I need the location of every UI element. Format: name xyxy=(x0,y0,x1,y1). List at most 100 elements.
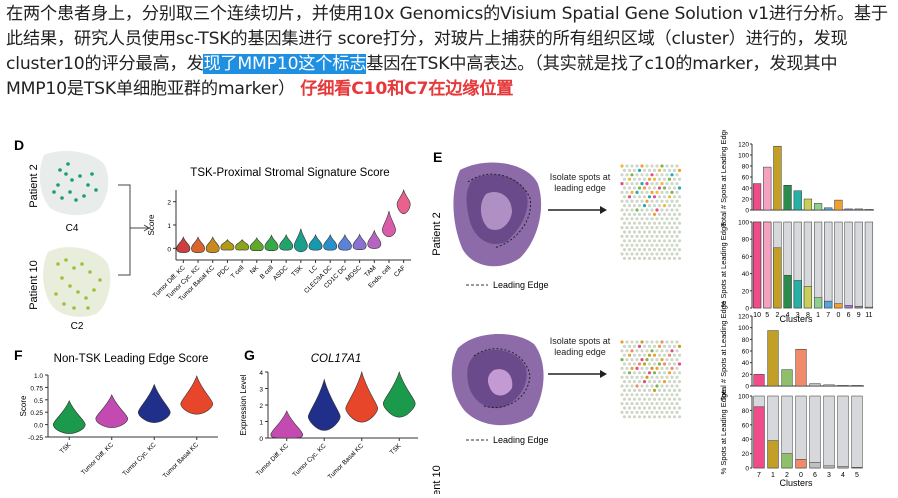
spot xyxy=(675,340,679,344)
spot xyxy=(635,340,639,344)
xlabel-clusters-top: Clusters xyxy=(779,314,813,324)
spot xyxy=(652,380,657,384)
spot xyxy=(622,371,627,375)
bar-pct-cluster-0 xyxy=(834,303,843,309)
spot xyxy=(620,208,624,212)
x-tick-label: CAF xyxy=(393,264,407,278)
spot xyxy=(672,204,677,208)
spot xyxy=(642,221,647,225)
spot xyxy=(662,230,667,234)
connector-arrows xyxy=(118,184,150,276)
spot xyxy=(622,256,627,260)
spot xyxy=(635,164,639,168)
x-tick-label: TSK xyxy=(389,442,403,456)
spot xyxy=(650,234,654,238)
spot xyxy=(630,349,634,353)
spot xyxy=(627,362,632,366)
spot xyxy=(652,195,657,199)
spot xyxy=(650,375,654,379)
spot xyxy=(667,371,672,375)
spot xyxy=(662,397,667,401)
spot xyxy=(635,208,639,212)
spot xyxy=(625,358,629,362)
violin-clec9a-dc xyxy=(323,233,338,251)
spot xyxy=(640,358,644,362)
x-tick-label: Tumor Diff. KC xyxy=(80,441,115,476)
spot xyxy=(675,375,679,379)
panel-f-letter: F xyxy=(14,347,23,363)
spot xyxy=(650,358,654,362)
x-tick-label: LC xyxy=(308,264,319,275)
spot xyxy=(655,234,659,238)
spot xyxy=(650,226,654,230)
spot xyxy=(672,186,677,190)
spot xyxy=(677,362,682,366)
spot xyxy=(650,410,654,414)
spot xyxy=(642,230,647,234)
bar-total-cluster-3 xyxy=(823,384,835,387)
bar-pct-cluster-4 xyxy=(837,466,849,469)
spot xyxy=(635,384,639,388)
spot xyxy=(620,410,624,414)
spot xyxy=(662,388,667,392)
spot xyxy=(647,415,652,419)
spot xyxy=(635,199,639,203)
spot xyxy=(645,217,649,221)
spot xyxy=(637,380,642,384)
spot xyxy=(657,177,662,181)
spot xyxy=(665,402,669,406)
spot xyxy=(660,199,664,203)
legend-text-top: Leading Edge xyxy=(493,280,549,290)
cluster-label-c2: C2 xyxy=(71,321,84,332)
x-tick-label: Tumor Cyc. KC xyxy=(291,442,327,478)
spot xyxy=(630,340,634,344)
bar-total-cluster-2 xyxy=(773,145,782,211)
y-tick-label: 0 xyxy=(745,208,749,215)
spot xyxy=(637,168,642,172)
spot xyxy=(627,239,632,243)
paragraph-text-2: 基因在TSK中高表达。（其实就是找了c10的marker，发现其中MMP10是T… xyxy=(6,54,838,99)
spot xyxy=(635,190,639,194)
spot xyxy=(675,252,679,256)
y-tick-label: 0.75 xyxy=(30,385,43,392)
spot xyxy=(675,358,679,362)
spot xyxy=(662,195,667,199)
bar-total-cluster-7 xyxy=(824,207,833,211)
y-tick-label: 20 xyxy=(742,451,750,458)
spot xyxy=(632,388,637,392)
spot xyxy=(637,230,642,234)
spot xyxy=(625,226,629,230)
bar-total-cluster-2 xyxy=(781,369,793,387)
arrow-label-top-wrap: Isolate spots at leading edge xyxy=(550,172,611,193)
spot xyxy=(625,366,629,370)
spot xyxy=(665,199,669,203)
spot xyxy=(660,164,664,168)
spot xyxy=(657,186,662,190)
bar-pct-cluster-3 xyxy=(793,280,802,309)
spot xyxy=(655,173,659,177)
spot xyxy=(625,252,629,256)
spot xyxy=(637,344,642,348)
violin-tumor-basal-kc xyxy=(180,375,214,415)
spot xyxy=(620,164,624,168)
spot xyxy=(657,388,662,392)
spot xyxy=(625,164,629,168)
spot xyxy=(677,168,682,172)
spot xyxy=(645,182,649,186)
spot xyxy=(677,204,682,208)
violin-t-cell xyxy=(235,239,250,251)
spot xyxy=(657,248,662,252)
y-tick-label: 80 xyxy=(742,408,750,415)
spot xyxy=(622,230,627,234)
spot xyxy=(642,380,647,384)
spot xyxy=(650,243,654,247)
y-tick-label: 0 xyxy=(259,436,263,443)
leading-edge-spots-patient10 xyxy=(620,340,682,419)
spot xyxy=(650,164,654,168)
y-tick-label: 0 xyxy=(745,466,749,473)
spot xyxy=(635,173,639,177)
spot xyxy=(657,371,662,375)
spot xyxy=(672,371,677,375)
spot xyxy=(657,230,662,234)
spot xyxy=(670,190,674,194)
